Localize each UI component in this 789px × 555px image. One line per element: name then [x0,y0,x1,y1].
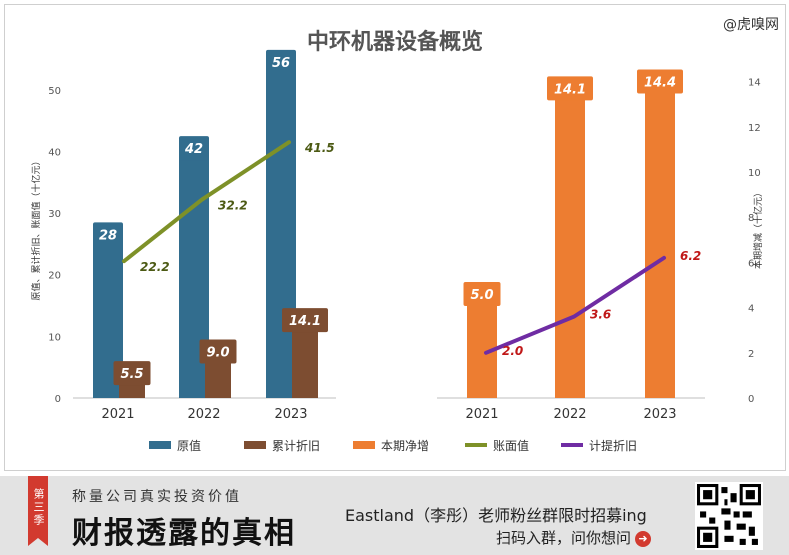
data-label-计提折旧: 3.6 [590,308,611,322]
data-label-bg [199,339,237,364]
data-label-计提折旧: 6.2 [680,249,701,263]
data-label-bg [266,49,296,74]
legend-label: 本期净增 [381,439,429,453]
x-tick-label-right: 2021 [465,407,498,422]
promo-banner[interactable]: 第三季 称量公司真实投资价值 财报透露的真相 Eastland（李彤）老师粉丝群… [0,476,789,555]
y-tick-label-right: 2 [748,349,754,360]
banner-line2[interactable]: 扫码入群，问你想问 ➜ [496,527,652,548]
y-tick-label-right: 12 [748,123,761,134]
arrow-right-icon[interactable]: ➜ [635,530,652,547]
y-tick-label-right: 8 [748,213,754,224]
data-label-bg [93,222,123,247]
y-tick-label-right: 10 [748,168,761,179]
y-tick-label-right: 14 [748,78,761,89]
legend-swatch [149,441,171,449]
bar-本期净增 [645,72,675,398]
x-tick-label-left: 2023 [274,407,307,422]
watermark: @虎嗅网 [723,17,779,33]
y-tick-label-right: 6 [748,258,754,269]
data-label-bg [463,282,501,306]
y-tick-label-right: 4 [748,304,754,315]
data-label-累计折旧: 14.1 [289,314,321,329]
data-label-bg [282,308,328,333]
x-tick-label-right: 2022 [553,407,586,422]
data-label-账面值: 22.2 [140,260,170,274]
y-tick-label-left: 50 [48,86,61,97]
y-tick-label-left: 30 [48,209,61,220]
y-tick-label-left: 10 [48,332,61,343]
chart-frame: 中环机器设备概览 0 10 20 30 40 50 2021 2022 2023 原值、累计折旧、账… [4,4,786,471]
legend-label: 计提折旧 [589,438,637,453]
data-label-计提折旧: 2.0 [502,344,523,358]
data-label-bg [113,361,151,386]
data-label-累计折旧: 5.5 [120,367,143,382]
qr-code-icon[interactable] [695,482,763,550]
data-label-本期净增: 5.0 [470,288,493,303]
season-ribbon: 第三季 [28,476,48,546]
legend-swatch [353,441,375,449]
x-tick-label-left: 2022 [187,407,220,422]
bar-本期净增 [555,79,585,398]
chart-title: 中环机器设备概览 [307,29,483,55]
y-tick-label-right: 0 [748,394,754,405]
x-tick-label-right: 2023 [643,407,676,422]
data-label-原值: 42 [184,142,203,157]
line-计提折旧 [484,255,666,355]
banner-line1: Eastland（李彤）老师粉丝群限时招募ing [345,506,647,525]
data-label-本期净增: 14.1 [554,82,586,97]
x-tick-label-left: 2021 [101,407,134,422]
legend-swatch [244,441,266,449]
data-label-原值: 56 [272,56,290,71]
data-label-账面值: 41.5 [304,141,335,155]
y-tick-label-left: 0 [55,394,61,405]
data-label-账面值: 32.2 [218,199,248,213]
data-label-原值: 28 [99,228,117,243]
legend-label: 累计折旧 [272,438,320,453]
banner-title: 财报透露的真相 [72,516,296,551]
data-label-bg [637,69,683,94]
y-axis-title-right: 本期增减（十亿元） [752,188,764,269]
banner-subtitle: 称量公司真实投资价值 [72,489,242,505]
data-label-bg [179,136,209,161]
data-label-bg [547,76,593,101]
data-label-本期净增: 14.4 [644,76,676,91]
banner-line2-text: 扫码入群，问你想问 [496,529,632,547]
legend-label: 原值 [177,438,201,453]
y-tick-label-left: 20 [48,271,61,282]
data-label-累计折旧: 9.0 [206,346,229,361]
line-账面值 [122,140,291,264]
y-tick-label-left: 40 [48,147,61,158]
y-axis-title-left: 原值、累计折旧、账面值（十亿元） [30,156,42,300]
legend-label: 账面值 [493,438,529,453]
bar-原值 [266,52,296,398]
